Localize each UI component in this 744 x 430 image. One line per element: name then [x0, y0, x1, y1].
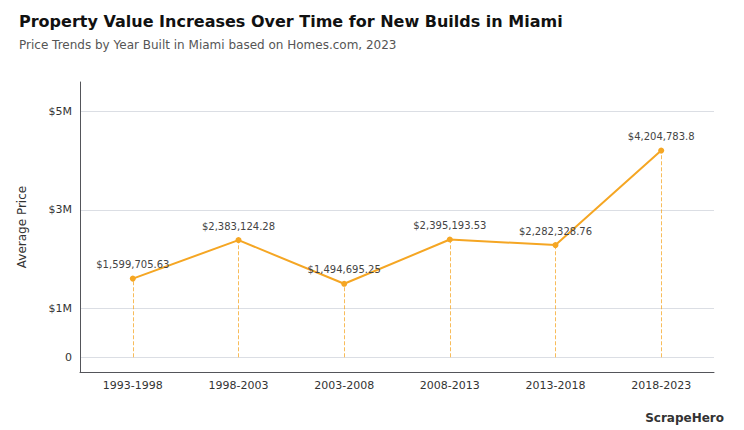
svg-text:$1,599,705.63: $1,599,705.63	[96, 259, 169, 270]
svg-text:$4,204,783.8: $4,204,783.8	[628, 131, 695, 142]
svg-text:$3M: $3M	[49, 203, 73, 216]
svg-text:ScrapeHero: ScrapeHero	[645, 411, 724, 425]
svg-text:1998-2003: 1998-2003	[209, 379, 269, 392]
svg-text:$2,282,328.76: $2,282,328.76	[519, 226, 592, 237]
svg-text:2003-2008: 2003-2008	[314, 379, 374, 392]
svg-text:Average Price: Average Price	[15, 186, 29, 268]
svg-text:Property Value Increases Over: Property Value Increases Over Time for N…	[19, 12, 563, 31]
svg-text:$2,395,193.53: $2,395,193.53	[413, 220, 486, 231]
svg-text:2018-2023: 2018-2023	[631, 379, 691, 392]
svg-text:2013-2018: 2013-2018	[526, 379, 586, 392]
svg-text:2008-2013: 2008-2013	[420, 379, 480, 392]
svg-text:0: 0	[65, 351, 72, 364]
svg-text:1993-1998: 1993-1998	[103, 379, 163, 392]
svg-text:Price Trends by Year Built in: Price Trends by Year Built in Miami base…	[19, 38, 397, 52]
svg-text:$1,494,695.25: $1,494,695.25	[308, 264, 381, 275]
svg-text:$5M: $5M	[49, 105, 73, 118]
svg-text:$2,383,124.28: $2,383,124.28	[202, 221, 275, 232]
svg-text:$1M: $1M	[49, 302, 73, 315]
